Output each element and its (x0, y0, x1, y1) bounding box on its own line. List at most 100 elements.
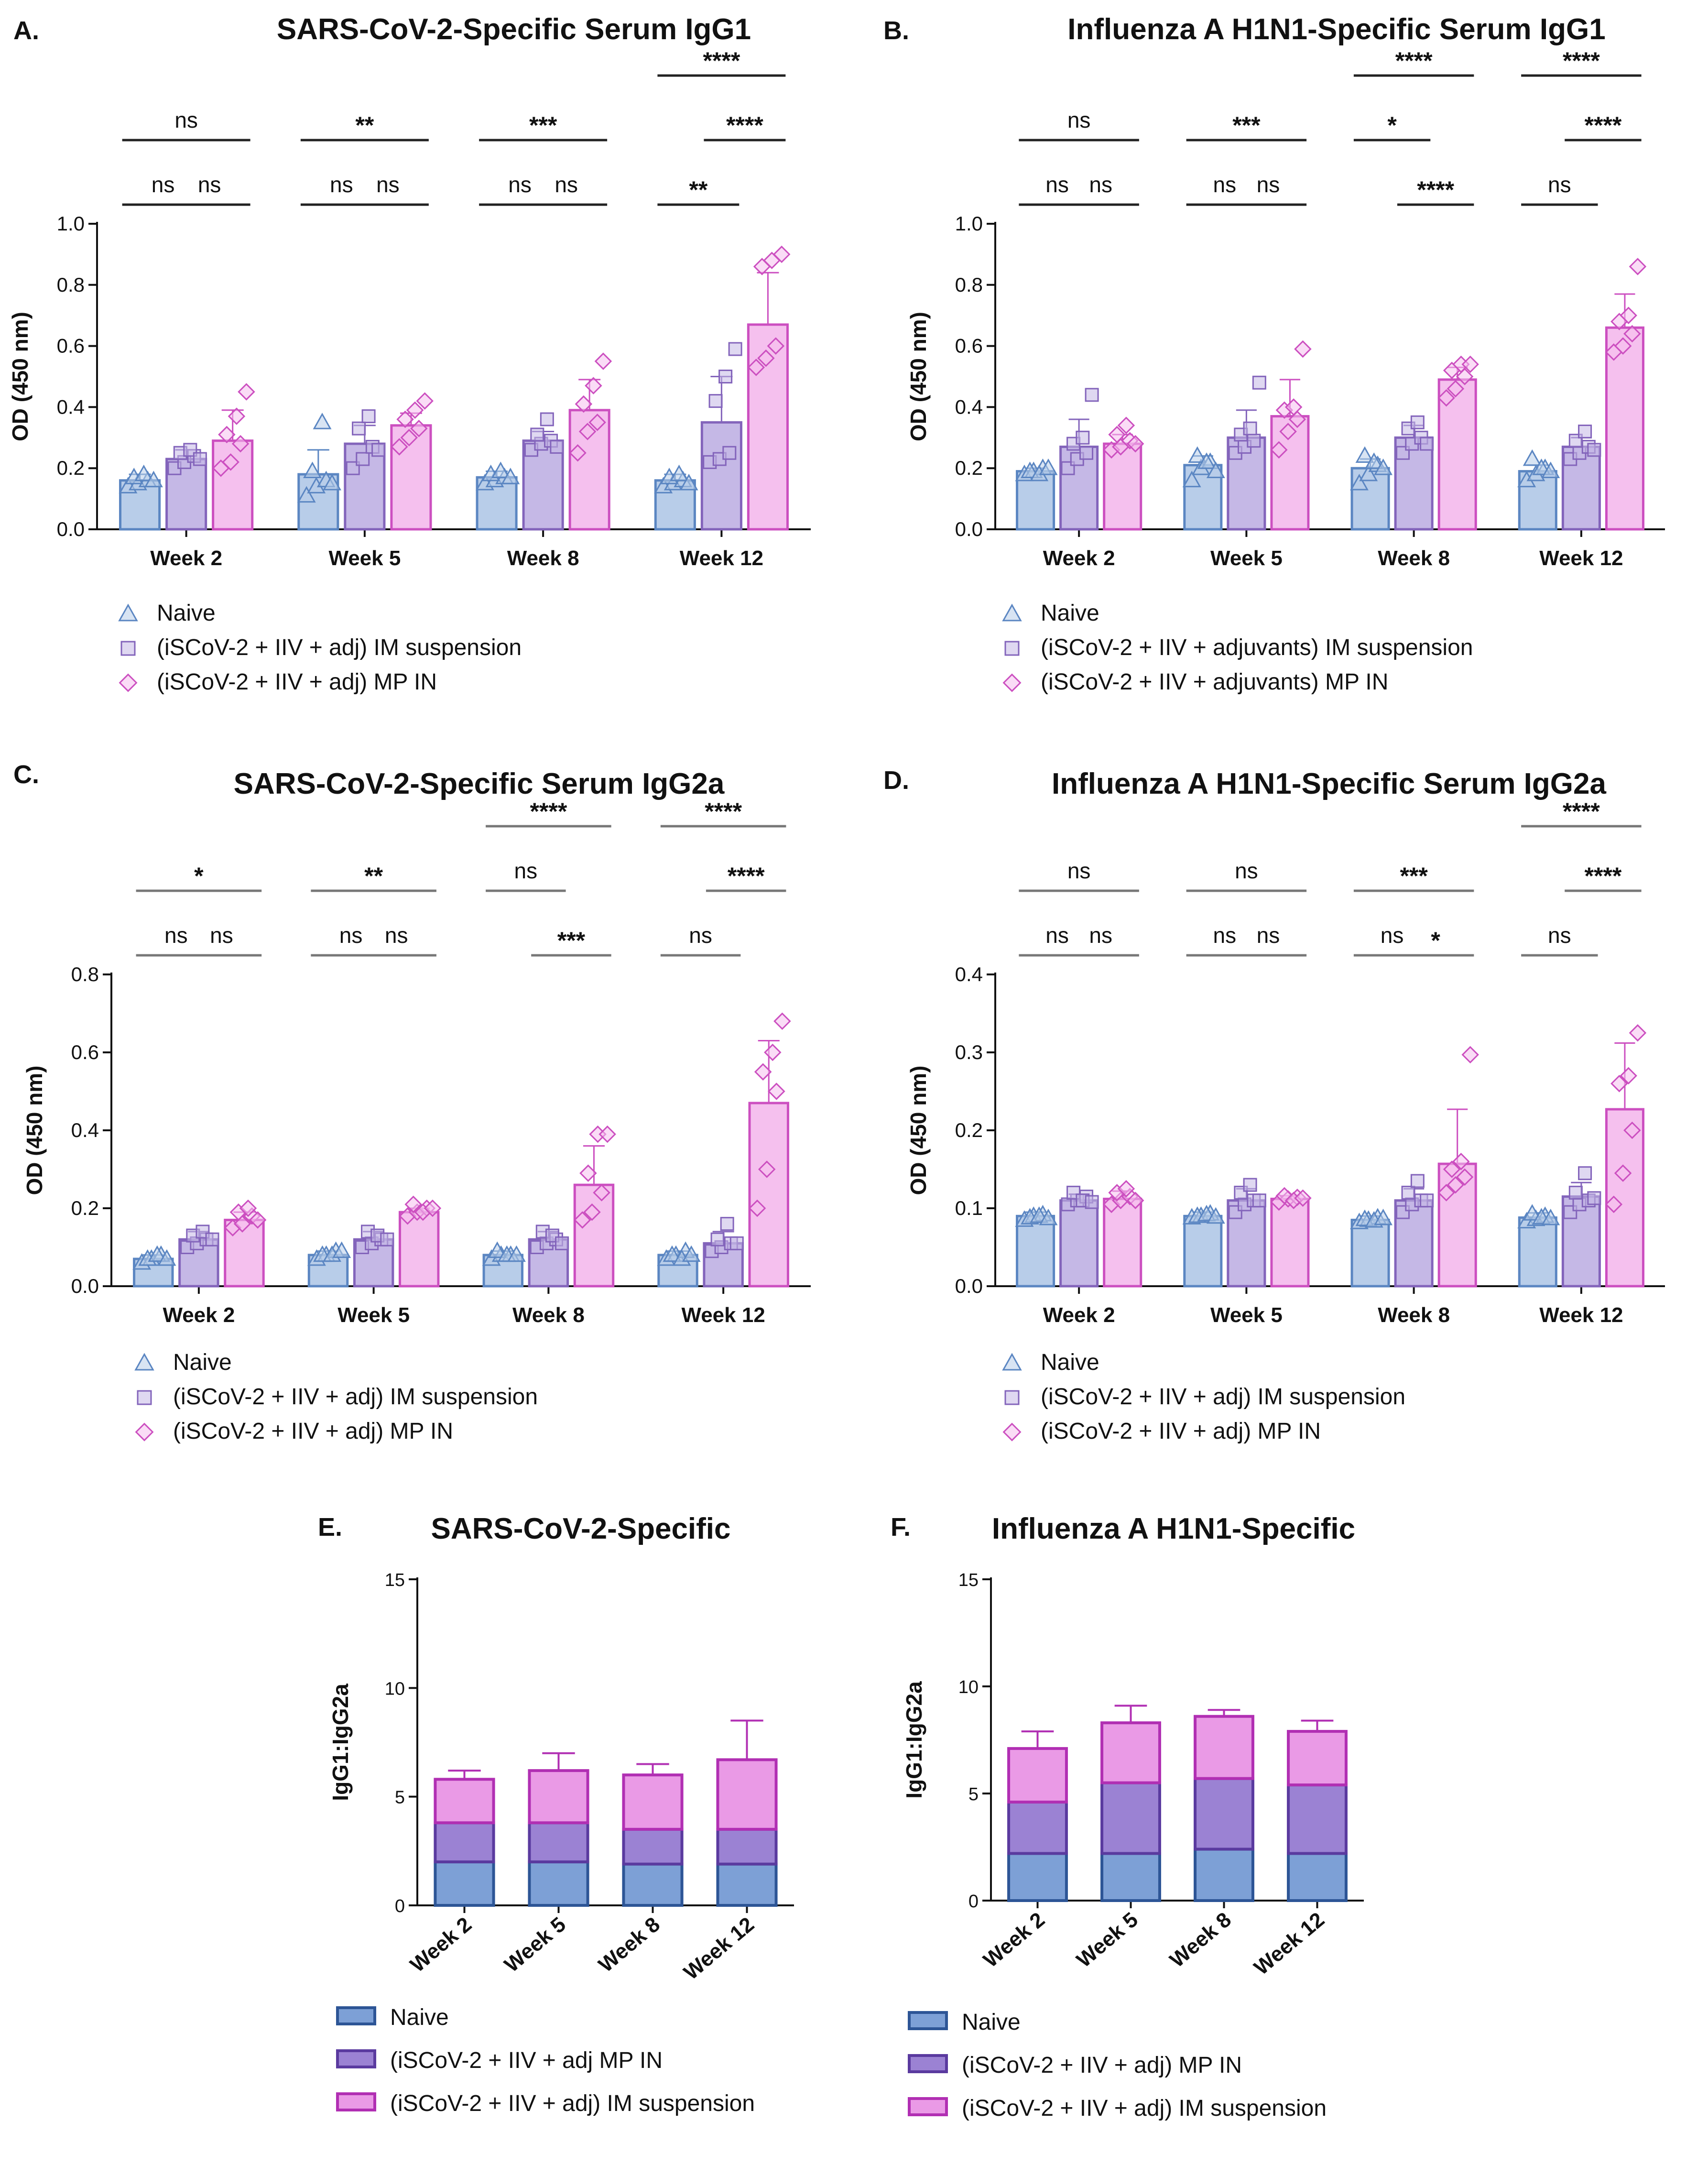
panel-letter: D. (883, 766, 909, 795)
y-tick-label: 0.4 (955, 395, 983, 418)
x-tick-label: Week 5 (1072, 1908, 1142, 1972)
data-point (303, 461, 322, 478)
data-point (722, 446, 737, 460)
data-point (1364, 452, 1383, 469)
legend-label: (iSCoV-2 + IIV + adj) IM suspension (390, 2091, 755, 2116)
y-tick-label: 0.0 (955, 518, 983, 540)
significance-label: **** (728, 863, 765, 889)
data-point (754, 1063, 772, 1081)
y-axis-label: IgG1:IgG2a (902, 1681, 926, 1799)
data-point (540, 412, 554, 426)
legend-marker (118, 603, 138, 622)
legend-label: (iSCoV-2 + IIV + adj) MP IN (962, 2053, 1242, 2078)
y-tick-label: 0.3 (955, 1041, 983, 1063)
legend-marker (1004, 641, 1020, 656)
significance-label: ns (1257, 172, 1280, 197)
data-point (400, 429, 418, 447)
stacked-bar-segment (1100, 1721, 1161, 1784)
x-tick-label: Week 5 (1210, 547, 1283, 570)
data-point (579, 1164, 597, 1182)
data-point (1587, 443, 1601, 457)
stacked-bar-segment (1100, 1852, 1161, 1902)
data-point (720, 1217, 734, 1231)
data-point (768, 1082, 785, 1100)
stacked-bar-segment (434, 1821, 495, 1864)
legend-label: (iSCoV-2 + IIV + adj) IM suspension (962, 2096, 1327, 2121)
x-tick-label: Week 8 (594, 1913, 664, 1977)
data-point (764, 1043, 782, 1061)
data-point (332, 1241, 351, 1258)
bar (1183, 1214, 1223, 1288)
data-point (1447, 380, 1465, 398)
significance-label: ** (355, 112, 374, 139)
stacked-bar-segment (716, 1827, 778, 1866)
data-point (371, 443, 386, 457)
significance-label: **** (1563, 798, 1600, 825)
data-point (578, 423, 597, 440)
significance-label: **** (705, 798, 742, 825)
chart-panel-b: B. Influenza A H1N1-Specific Serum IgG1 0.… (883, 13, 1665, 695)
y-tick-label: 15 (385, 1570, 405, 1590)
data-point (1270, 441, 1288, 459)
significance-label: ns (1381, 923, 1404, 948)
data-point (1629, 258, 1647, 275)
data-point (1085, 388, 1099, 402)
bar (1103, 442, 1142, 531)
data-point (1443, 1160, 1461, 1178)
significance-label: ns (1213, 172, 1237, 197)
stacked-bar-segment (1287, 1852, 1348, 1902)
y-tick-label: 0.2 (71, 1197, 99, 1219)
data-point (757, 349, 775, 367)
data-point (1614, 337, 1632, 355)
data-point (1117, 416, 1135, 434)
data-point (772, 245, 791, 263)
data-point (555, 1236, 569, 1250)
data-point (1532, 458, 1551, 475)
data-point (424, 1199, 442, 1217)
data-point (1197, 452, 1216, 469)
chart-title: Influenza A H1N1-Specific (992, 1512, 1355, 1545)
data-point (1108, 426, 1126, 444)
chart-panel-d: D. Influenza A H1N1-Specific Serum IgG2a 0… (883, 766, 1665, 1444)
data-point (1349, 473, 1369, 491)
data-point (1587, 1191, 1601, 1205)
data-point (1456, 1168, 1474, 1186)
bar (1561, 1195, 1601, 1288)
data-point (1206, 1207, 1225, 1224)
bar (700, 421, 742, 531)
data-point (501, 468, 520, 484)
stacked-bar-segment (1287, 1730, 1348, 1787)
data-point (1452, 1152, 1470, 1170)
significance-label: ns (1089, 923, 1112, 948)
data-point (1126, 1192, 1144, 1209)
data-point (1447, 1176, 1465, 1194)
data-point (1126, 435, 1144, 453)
data-point (1206, 461, 1225, 478)
x-tick-label: Week 12 (1539, 547, 1623, 570)
data-point (593, 1184, 610, 1202)
data-point (410, 419, 428, 437)
data-point (1410, 1174, 1425, 1188)
data-point (708, 394, 723, 408)
x-tick-label: Week 12 (680, 547, 763, 570)
legend-marker (1002, 1422, 1022, 1442)
y-tick-label: 0.6 (71, 1041, 99, 1063)
stacked-bar-segment (716, 1758, 778, 1831)
data-point (231, 435, 250, 453)
significance-label: ns (1089, 172, 1112, 197)
data-point (361, 409, 376, 424)
chart-title: SARS-CoV-2-Specific Serum IgG2a (234, 767, 725, 800)
y-tick-label: 1.0 (955, 212, 983, 235)
data-point (1294, 1189, 1312, 1207)
data-point (718, 370, 733, 383)
data-point (157, 1249, 176, 1266)
data-point (1568, 1185, 1583, 1200)
panel-letter: B. (883, 16, 909, 45)
significance-label: **** (1584, 863, 1621, 889)
x-tick-label: Week 12 (1539, 1303, 1623, 1327)
chart-panel-e: E. SARS-CoV-2-Specific 0 5 10 15 IgG1:IgG2a Wee… (318, 1512, 794, 2116)
data-point (1461, 355, 1479, 373)
legend-label: (iSCoV-2 + IIV + adj) MP IN (1041, 1419, 1321, 1444)
legend-marker (134, 1353, 154, 1371)
data-point (545, 1228, 559, 1243)
